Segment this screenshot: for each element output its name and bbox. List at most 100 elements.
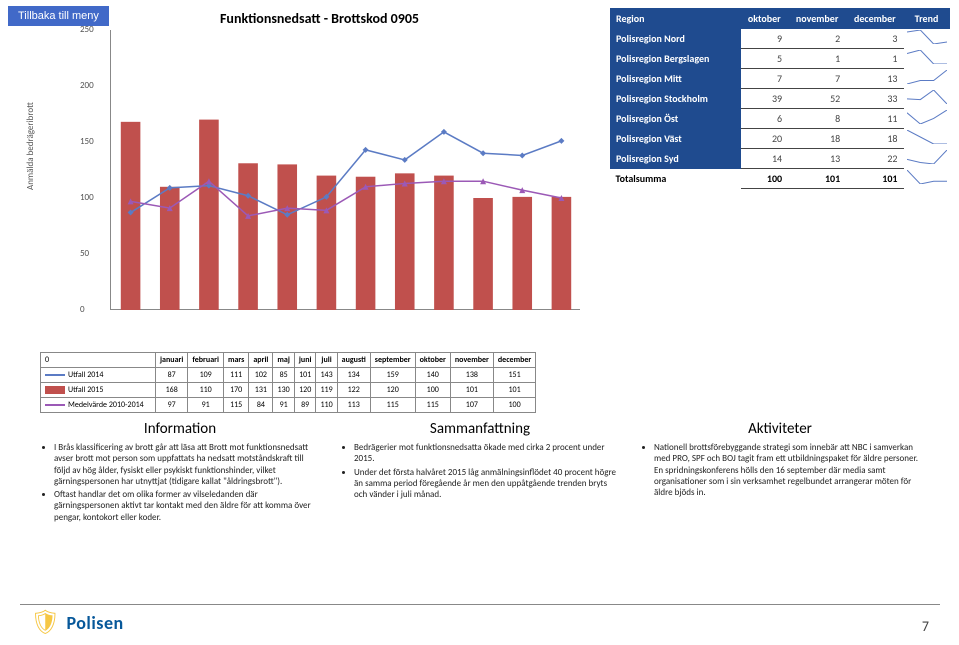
data-cell: 110: [316, 398, 337, 413]
region-name: Polisregion Nord: [611, 29, 741, 49]
chart-bar: [552, 197, 572, 310]
summary-title: Sammanfattning: [340, 420, 620, 438]
activities-column: Aktiviteter Nationell brottsförebyggande…: [640, 420, 920, 525]
region-name: Polisregion Öst: [611, 109, 741, 129]
region-value: 7: [788, 69, 846, 89]
region-table-row: Polisregion Mitt7713: [611, 69, 950, 89]
region-summary-table: RegionoktobernovemberdecemberTrend Polis…: [610, 8, 950, 189]
bullet-item: Under det första halvåret 2015 låg anmäl…: [354, 467, 620, 501]
chart-bar: [434, 176, 454, 310]
polisen-logo: 🛡 Polisen: [30, 608, 124, 637]
data-cell: 120: [370, 383, 415, 398]
series-label: Utfall 2014: [41, 368, 156, 383]
region-table-row: Polisregion Öst6811: [611, 109, 950, 129]
chart-bar: [356, 177, 376, 310]
data-cell: 115: [415, 398, 450, 413]
activities-title: Aktiviteter: [640, 420, 920, 438]
region-value: 39: [741, 89, 789, 109]
data-cell: 101: [294, 368, 316, 383]
chart-bar: [121, 122, 141, 310]
data-table-month: juli: [316, 353, 337, 368]
sparkline: [904, 109, 950, 129]
region-value: 8: [788, 109, 846, 129]
data-cell: 113: [337, 398, 370, 413]
y-axis-tick: 200: [80, 80, 94, 91]
region-table-header: november: [788, 9, 846, 29]
info-column: Information I Brås klassificering av bro…: [40, 420, 320, 525]
region-value: 2: [788, 29, 846, 49]
region-value: 7: [741, 69, 789, 89]
chart-bar: [277, 164, 297, 310]
data-cell: 140: [415, 368, 450, 383]
region-name: Polisregion Stockholm: [611, 89, 741, 109]
region-value: 5: [741, 49, 789, 69]
data-cell: 87: [156, 368, 188, 383]
series-label: Medelvärde 2010-2014: [41, 398, 156, 413]
data-cell: 111: [223, 368, 248, 383]
region-value: 1: [846, 49, 903, 69]
data-table-month: januari: [156, 353, 188, 368]
data-cell: 131: [249, 383, 273, 398]
data-cell: 119: [316, 383, 337, 398]
chart-marker: [480, 150, 486, 156]
region-value: 13: [788, 149, 846, 169]
data-cell: 151: [493, 368, 535, 383]
region-table-row: Polisregion Väst201818: [611, 129, 950, 149]
data-cell: 115: [223, 398, 248, 413]
data-cell: 110: [188, 383, 224, 398]
data-table-month: december: [493, 353, 535, 368]
region-value: 14: [741, 149, 789, 169]
sparkline: [904, 89, 950, 109]
region-value: 33: [846, 89, 903, 109]
footer-divider: [20, 604, 940, 605]
region-value: 13: [846, 69, 903, 89]
y-axis-tick: 0: [80, 304, 85, 315]
data-cell: 89: [294, 398, 316, 413]
region-table-header: Region: [611, 9, 741, 29]
shield-icon: 🛡: [30, 608, 60, 637]
total-value: 100: [741, 169, 789, 189]
region-value: 22: [846, 149, 903, 169]
data-table-month: april: [249, 353, 273, 368]
chart-bar: [238, 163, 258, 310]
sparkline: [904, 29, 950, 49]
data-table-month: februari: [188, 353, 224, 368]
data-cell: 115: [370, 398, 415, 413]
info-title: Information: [40, 420, 320, 438]
data-table-month: oktober: [415, 353, 450, 368]
region-value: 20: [741, 129, 789, 149]
data-table-month: juni: [294, 353, 316, 368]
chart-bar: [199, 120, 219, 310]
y-axis-tick: 150: [80, 136, 94, 147]
region-table-header: Trend: [904, 9, 950, 29]
data-cell: 97: [156, 398, 188, 413]
data-cell: 109: [188, 368, 224, 383]
region-table-row: Polisregion Bergslagen511: [611, 49, 950, 69]
data-table-month: augusti: [337, 353, 370, 368]
data-cell: 84: [249, 398, 273, 413]
chart-bar: [512, 197, 532, 310]
data-cell: 170: [223, 383, 248, 398]
region-value: 18: [846, 129, 903, 149]
region-name: Polisregion Väst: [611, 129, 741, 149]
total-value: 101: [846, 169, 903, 189]
region-value: 11: [846, 109, 903, 129]
data-cell: 168: [156, 383, 188, 398]
total-label: Totalsumma: [611, 169, 741, 189]
data-cell: 122: [337, 383, 370, 398]
region-table-row: Polisregion Stockholm395233: [611, 89, 950, 109]
region-value: 6: [741, 109, 789, 129]
region-value: 9: [741, 29, 789, 49]
data-cell: 134: [337, 368, 370, 383]
data-cell: 143: [316, 368, 337, 383]
chart-line: [131, 132, 562, 215]
sparkline: [904, 129, 950, 149]
y-axis-tick: 50: [80, 248, 89, 259]
region-table-row: Polisregion Syd141322: [611, 149, 950, 169]
region-name: Polisregion Mitt: [611, 69, 741, 89]
region-total-row: Totalsumma100101101: [611, 169, 950, 189]
bullet-item: Oftast handlar det om olika former av vi…: [54, 489, 320, 523]
data-cell: 130: [273, 383, 295, 398]
bullet-item: I Brås klassificering av brott går att l…: [54, 442, 320, 487]
chart-marker: [558, 138, 564, 144]
